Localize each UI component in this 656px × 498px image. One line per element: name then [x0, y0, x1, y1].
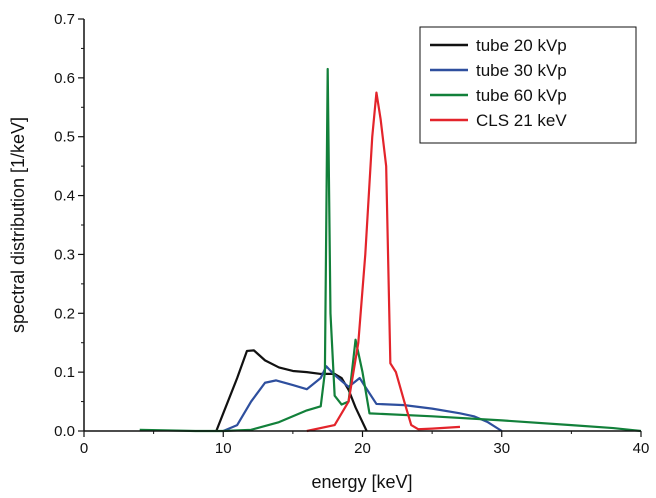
- line-series: [306, 91, 461, 433]
- y-tick-label: 0.0: [54, 423, 75, 440]
- line-series: [222, 365, 503, 433]
- x-tick-label: 10: [215, 440, 232, 457]
- x-tick-label: 30: [493, 440, 510, 457]
- y-tick-label: 0.2: [54, 305, 75, 322]
- legend-label: CLS 21 keV: [476, 111, 567, 130]
- x-tick-label: 40: [633, 440, 650, 457]
- legend-label: tube 20 kVp: [476, 36, 567, 55]
- y-tick-label: 0.6: [54, 70, 75, 87]
- x-axis-label: energy [keV]: [311, 472, 412, 492]
- y-tick-label: 0.7: [54, 11, 75, 28]
- x-tick-label: 0: [80, 440, 88, 457]
- y-axis-label: spectral distribution [1/keV]: [8, 117, 28, 333]
- legend-label: tube 30 kVp: [476, 61, 567, 80]
- y-tick-label: 0.5: [54, 129, 75, 146]
- line-series: [215, 349, 368, 432]
- y-tick-label: 0.3: [54, 246, 75, 263]
- y-tick-label: 0.1: [54, 364, 75, 381]
- y-tick-label: 0.4: [54, 188, 75, 205]
- x-tick-label: 20: [354, 440, 371, 457]
- line-series: [139, 67, 642, 433]
- legend: [419, 26, 637, 144]
- legend-label: tube 60 kVp: [476, 86, 567, 105]
